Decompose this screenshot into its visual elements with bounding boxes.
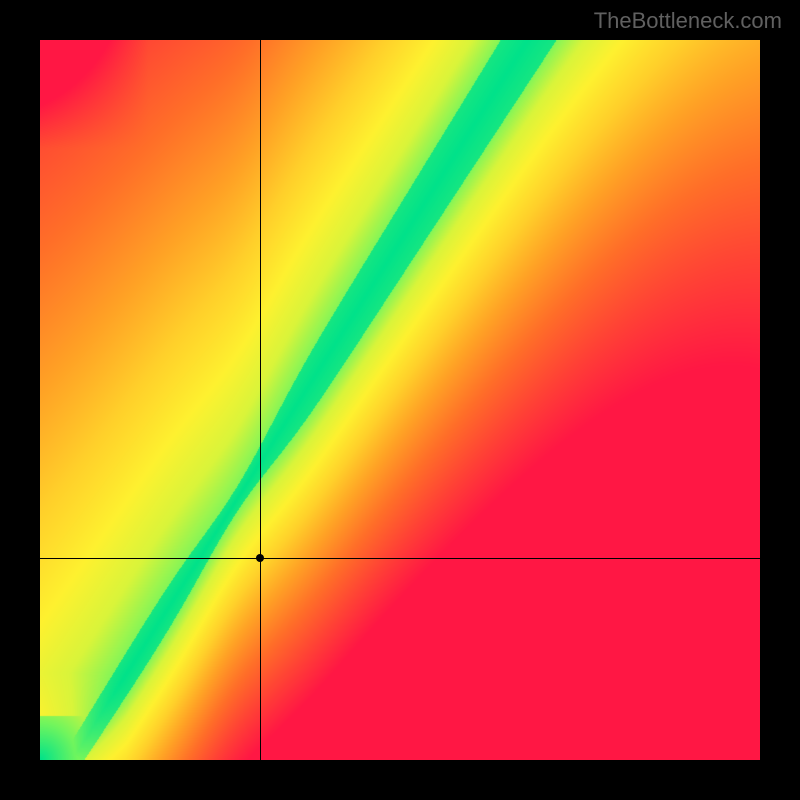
heatmap-canvas xyxy=(40,40,760,760)
crosshair-horizontal xyxy=(40,558,760,559)
marker-dot xyxy=(256,554,264,562)
heatmap-plot xyxy=(40,40,760,760)
crosshair-vertical xyxy=(260,40,261,760)
watermark-text: TheBottleneck.com xyxy=(594,8,782,34)
